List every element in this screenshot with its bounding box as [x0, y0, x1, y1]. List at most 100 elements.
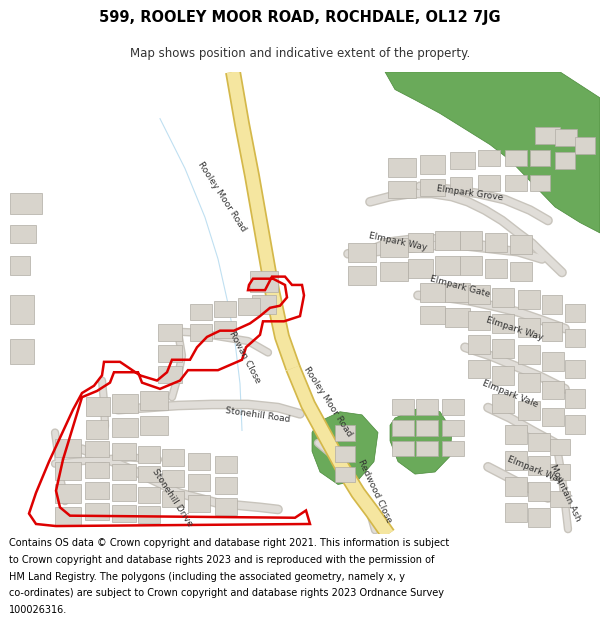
Bar [86, 420, 108, 439]
Bar [478, 175, 500, 191]
Bar [442, 420, 464, 436]
Text: Redwood Close: Redwood Close [356, 458, 394, 524]
Polygon shape [312, 412, 378, 484]
Bar [478, 150, 500, 166]
Bar [348, 243, 376, 262]
Bar [408, 259, 433, 278]
Bar [435, 256, 460, 274]
Bar [510, 235, 532, 254]
Text: co-ordinates) are subject to Crown copyright and database rights 2023 Ordnance S: co-ordinates) are subject to Crown copyr… [9, 588, 444, 598]
Bar [55, 484, 81, 503]
Bar [542, 381, 564, 399]
Bar [468, 311, 490, 329]
Bar [435, 231, 460, 249]
Bar [460, 256, 482, 274]
Bar [138, 446, 160, 462]
Bar [505, 175, 527, 191]
Bar [140, 416, 168, 434]
Bar [190, 324, 212, 341]
Bar [416, 441, 438, 456]
Bar [450, 177, 472, 194]
Bar [252, 296, 276, 314]
Bar [112, 418, 138, 437]
Text: Stonehill Drive: Stonehill Drive [150, 468, 194, 529]
Bar [215, 456, 237, 473]
Bar [420, 306, 445, 324]
Bar [505, 425, 527, 444]
Bar [485, 259, 507, 278]
Text: Elmpark Way: Elmpark Way [506, 454, 564, 485]
Bar [445, 283, 470, 302]
Bar [565, 389, 585, 408]
Text: Rowan Close: Rowan Close [227, 330, 262, 385]
Bar [528, 456, 550, 475]
Bar [555, 152, 575, 169]
Text: Contains OS data © Crown copyright and database right 2021. This information is : Contains OS data © Crown copyright and d… [9, 538, 449, 548]
Bar [112, 443, 136, 459]
Bar [10, 296, 34, 324]
Bar [550, 464, 570, 481]
Bar [388, 181, 416, 198]
Bar [348, 266, 376, 285]
Text: Elmpark Vale: Elmpark Vale [481, 379, 539, 409]
Bar [510, 262, 532, 281]
Bar [528, 432, 550, 451]
Bar [188, 474, 210, 491]
Bar [518, 345, 540, 364]
Bar [416, 420, 438, 436]
Bar [542, 408, 564, 426]
Bar [380, 262, 408, 281]
Bar [518, 318, 540, 337]
Bar [420, 283, 445, 302]
Bar [392, 399, 414, 415]
Bar [55, 462, 81, 481]
Bar [250, 271, 278, 292]
Text: Rooley Moor Road: Rooley Moor Road [302, 365, 354, 438]
Bar [215, 498, 237, 514]
Bar [335, 446, 355, 462]
Bar [112, 394, 138, 412]
Bar [214, 301, 236, 317]
Bar [442, 441, 464, 456]
Bar [550, 439, 570, 456]
Bar [518, 373, 540, 392]
Bar [535, 127, 560, 144]
Text: Rooley Moor Road: Rooley Moor Road [196, 160, 248, 233]
Bar [468, 360, 490, 379]
Text: Stonehill Road: Stonehill Road [225, 406, 291, 424]
Bar [238, 299, 260, 315]
Bar [468, 335, 490, 354]
Bar [420, 179, 445, 196]
Bar [528, 508, 550, 527]
Bar [188, 495, 210, 511]
Bar [86, 397, 110, 416]
Bar [542, 352, 564, 371]
Bar [10, 256, 30, 274]
Bar [10, 194, 42, 214]
Text: Elmpark Grove: Elmpark Grove [436, 184, 504, 203]
Bar [518, 401, 540, 420]
Bar [392, 441, 414, 456]
Bar [138, 466, 160, 482]
Bar [492, 366, 514, 385]
Polygon shape [390, 408, 452, 474]
Bar [158, 366, 182, 382]
Bar [138, 506, 160, 523]
Bar [85, 503, 109, 520]
Bar [492, 394, 514, 412]
Text: Mountain Ash: Mountain Ash [548, 463, 582, 522]
Bar [162, 449, 184, 466]
Bar [505, 451, 527, 470]
Text: 599, ROOLEY MOOR ROAD, ROCHDALE, OL12 7JG: 599, ROOLEY MOOR ROAD, ROCHDALE, OL12 7J… [99, 11, 501, 26]
Bar [460, 231, 482, 249]
Bar [518, 290, 540, 309]
Bar [55, 439, 81, 458]
Bar [492, 339, 514, 357]
Bar [565, 329, 585, 348]
Bar [112, 464, 136, 481]
Bar [335, 425, 355, 441]
Text: Elmpark Way: Elmpark Way [485, 315, 545, 342]
Bar [505, 478, 527, 496]
Bar [530, 175, 550, 191]
Bar [188, 453, 210, 470]
